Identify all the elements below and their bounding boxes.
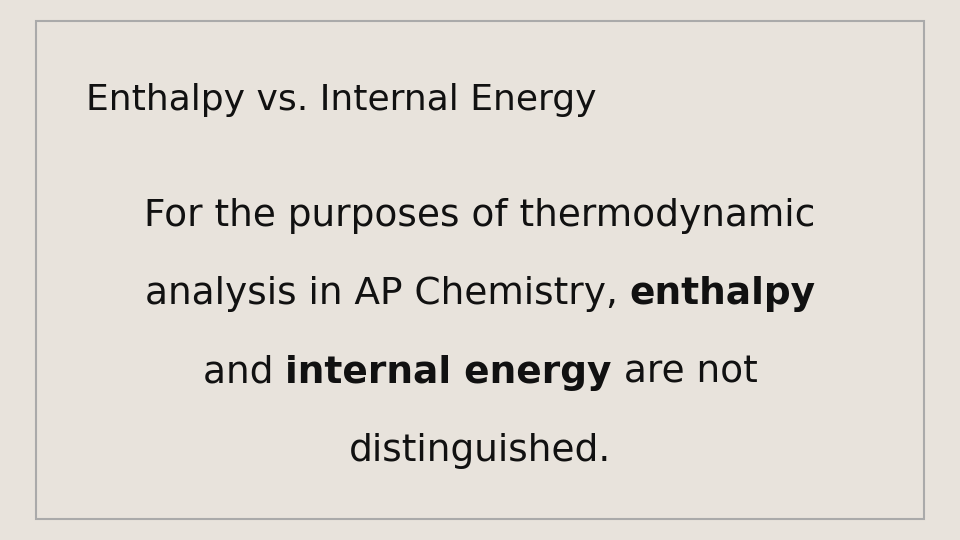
Text: analysis in AP Chemistry,: analysis in AP Chemistry, [145, 276, 630, 312]
Text: enthalpy: enthalpy [630, 276, 815, 312]
Text: For the purposes of thermodynamic: For the purposes of thermodynamic [144, 198, 816, 234]
Text: internal energy: internal energy [285, 355, 612, 390]
Text: Enthalpy vs. Internal Energy: Enthalpy vs. Internal Energy [86, 83, 597, 117]
FancyBboxPatch shape [36, 21, 924, 519]
Text: and: and [203, 355, 285, 390]
Text: distinguished.: distinguished. [348, 433, 612, 469]
Text: are not: are not [612, 355, 757, 390]
